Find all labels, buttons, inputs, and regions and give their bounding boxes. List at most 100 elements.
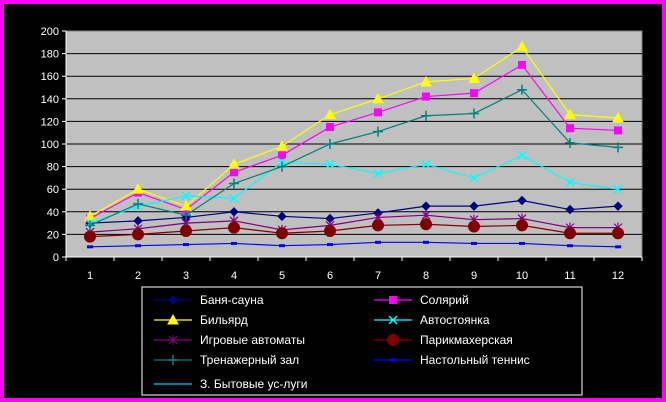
series-line [89,223,618,238]
data-point [373,168,383,178]
data-point [468,220,480,233]
data-point [469,201,479,211]
data-point [613,201,623,211]
data-point [277,161,287,172]
legend-label: Бильярд [200,313,248,327]
legend-box [141,286,583,396]
data-point [517,150,527,160]
x-tick-label: 1 [87,270,93,282]
data-point [469,108,479,119]
data-point [180,200,192,211]
y-tick-label: 180 [41,49,59,61]
data-point [469,173,479,183]
legend-item: Игровые автоматы [154,333,305,347]
legend-label: Настольный теннис [420,353,530,367]
legend-marker [388,315,398,325]
data-point [276,227,288,240]
data-point [229,193,239,203]
data-point [133,198,143,209]
data-point [422,92,430,101]
data-point [85,220,95,231]
data-point [613,184,623,194]
x-tick-label: 12 [612,270,624,282]
data-point [325,139,335,149]
y-tick-label: 160 [41,71,59,83]
data-point [180,225,192,238]
data-point [372,219,384,232]
data-point [564,227,576,240]
data-point [373,126,383,137]
legend-item: Баня-сауна [154,293,264,307]
x-tick-label: 3 [183,270,189,282]
data-point [277,211,287,222]
series-7 [85,84,623,231]
y-tick-label: 200 [41,26,59,38]
legend-label: Игровые автоматы [200,333,305,347]
series-line [89,199,619,224]
legend-marker [389,296,397,304]
legend-item: Солярий [374,293,469,307]
data-point [228,158,240,169]
legend-marker [168,295,178,305]
data-point [276,140,288,151]
y-tick-label: 120 [41,116,59,128]
x-tick-label: 8 [423,270,429,282]
series-line [89,45,619,217]
series-line [89,241,619,248]
data-point [420,75,432,87]
data-point [326,123,334,132]
data-point [229,207,239,217]
legend-marker [168,355,178,365]
legend-item: З. Бытовые ус-луги [154,377,307,391]
x-tick-label: 2 [135,270,141,282]
data-point [374,108,382,117]
data-point [612,227,624,240]
legend-item: Тренажерный зал [154,353,299,367]
data-point [324,225,336,238]
legend-item: Настольный теннис [374,353,530,367]
series-line [89,154,619,224]
x-tick-label: 4 [231,270,237,282]
legend-label: З. Бытовые ус-луги [200,377,307,391]
x-tick-label: 9 [471,270,477,282]
data-point [468,72,480,83]
data-point [564,108,576,120]
legend: Баня-сауна Солярий Бильярд Автостоянка Игров… [154,293,530,391]
data-point [517,84,527,95]
legend-marker [167,313,179,325]
data-point [517,195,527,206]
data-point [518,60,526,69]
y-tick-label: 100 [41,139,59,151]
series-line [89,89,619,226]
data-point [516,40,528,52]
data-point [566,124,574,133]
data-point [372,92,384,104]
series-6 [84,218,624,243]
data-point [565,204,575,215]
data-point [421,201,431,211]
x-tick-label: 11 [564,270,575,282]
data-point [84,230,96,243]
x-tick-label: 6 [327,270,333,282]
legend-marker [168,335,178,345]
data-point [229,178,239,189]
y-tick-label: 80 [47,162,59,174]
data-point [132,183,144,194]
data-point [614,126,622,135]
series-3 [84,40,624,221]
data-point [421,159,431,169]
data-point [516,219,528,232]
data-point [565,177,575,187]
data-point [325,159,335,169]
data-point [612,111,624,123]
series-line [89,64,619,220]
legend-label: Парикмахерская [420,333,513,347]
chart-frame: 0 20 40 60 80 100 120 140 160 180 200 1 2 3 4 5 6 7 8 9 10 11… [4,4,662,398]
legend-item: Бильярд [154,313,248,327]
data-point [470,89,478,98]
x-tick-label: 5 [279,270,285,282]
data-point [132,228,144,241]
data-point [181,191,191,201]
data-point [565,137,575,148]
